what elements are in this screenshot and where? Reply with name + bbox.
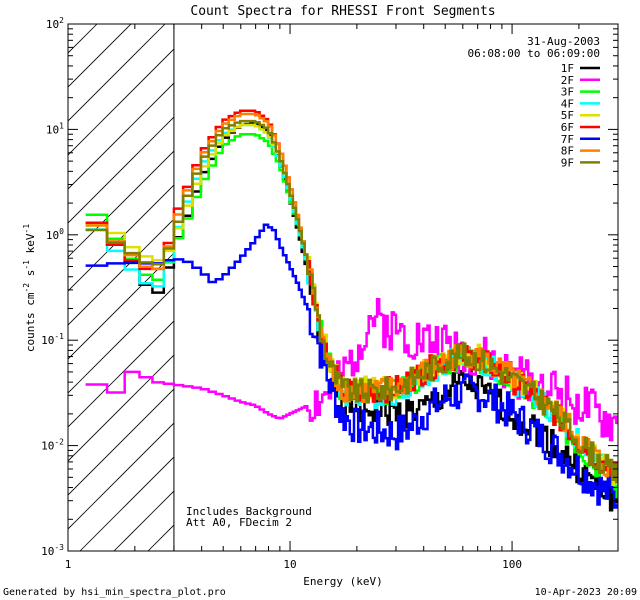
y-tick-label: 10-3 <box>41 543 64 558</box>
legend-label: 4F <box>561 97 574 110</box>
hatch-line <box>68 24 98 54</box>
hatch-line <box>68 422 174 530</box>
y-tick-exp: -1 <box>54 332 64 341</box>
y-label-part: keV <box>24 233 37 260</box>
y-label-exp: -1 <box>22 260 31 270</box>
footer-generated-by: Generated by hsi_min_spectra_plot.pro <box>3 587 226 598</box>
y-tick-exp: 1 <box>59 121 64 130</box>
hatch-line <box>68 218 174 326</box>
hatch-line <box>68 354 174 462</box>
y-axis-label: counts cm-2 s-1 keV-1 <box>22 224 37 352</box>
series-line-7F <box>85 223 618 509</box>
legend-label: 6F <box>561 121 574 134</box>
hatch-line <box>68 24 132 88</box>
hatch-line <box>68 320 174 428</box>
y-label-exp: -2 <box>22 283 31 293</box>
y-label-exp: -1 <box>22 224 31 234</box>
y-tick-base: 10 <box>41 545 54 558</box>
y-tick-label: 10-1 <box>41 332 64 347</box>
y-tick-base: 10 <box>46 18 59 31</box>
plot-frame <box>67 23 619 552</box>
y-tick-exp: 0 <box>59 227 64 236</box>
legend-label: 1F <box>561 62 574 75</box>
hatch-line <box>0 24 63 551</box>
hatch-line <box>68 388 174 496</box>
hatch-line <box>68 48 174 156</box>
y-label-part: counts cm <box>24 292 37 352</box>
x-tick-label: 1 <box>65 558 72 571</box>
hatch-line <box>68 24 166 122</box>
legend-label: 2F <box>561 74 574 87</box>
series-group <box>85 109 618 512</box>
chart-title: Count Spectra for RHESSI Front Segments <box>190 4 495 19</box>
y-tick-base: 10 <box>46 123 59 136</box>
legend-label: 5F <box>561 109 574 122</box>
hatch-line <box>68 286 174 394</box>
y-tick-label: 10-2 <box>41 438 64 453</box>
legend-label: 3F <box>561 86 574 99</box>
y-tick-exp: 2 <box>59 16 64 25</box>
annotation-attenuator: Att A0, FDecim 2 <box>186 516 292 529</box>
x-axis-label: Energy (keV) <box>303 575 382 588</box>
hatch-line <box>68 252 174 360</box>
hatch-line <box>68 150 174 258</box>
y-tick-label: 102 <box>46 16 64 31</box>
y-tick-exp: -2 <box>54 438 64 447</box>
hatch-line <box>68 82 174 190</box>
hatch-line <box>68 184 174 292</box>
x-tick-label: 10 <box>283 558 296 571</box>
y-tick-exp: -3 <box>54 543 64 552</box>
annotation-background: Includes Background <box>186 505 312 518</box>
footer-timestamp: 10-Apr-2023 20:09 <box>535 587 637 598</box>
hatch-line <box>68 116 174 224</box>
y-tick-label: 101 <box>46 121 64 136</box>
legend-label: 7F <box>561 133 574 146</box>
legend-label: 9F <box>561 156 574 169</box>
series-line-9F <box>85 119 618 484</box>
x-tick-label: 100 <box>502 558 522 571</box>
date-label: 31-Aug-2003 <box>527 35 600 48</box>
y-tick-base: 10 <box>41 440 54 453</box>
y-tick-base: 10 <box>46 229 59 242</box>
time-range-label: 06:08:00 to 06:09:00 <box>468 47 600 60</box>
y-tick-label: 100 <box>46 227 64 242</box>
hatched-region <box>0 24 174 551</box>
hatch-line <box>79 456 174 551</box>
y-label-part: s <box>24 270 37 283</box>
legend-label: 8F <box>561 145 574 158</box>
series-line-1F <box>85 122 618 512</box>
y-tick-base: 10 <box>41 334 54 347</box>
series-line-2F <box>85 297 618 442</box>
